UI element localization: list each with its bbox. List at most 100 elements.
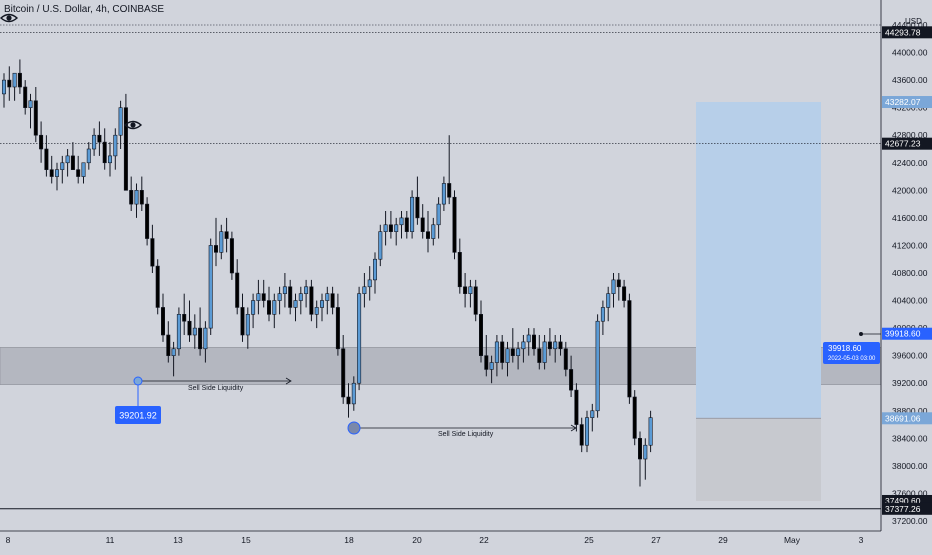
candle xyxy=(420,204,425,239)
price-axis-label: 43282.07 xyxy=(882,96,932,109)
candle-body-up xyxy=(606,293,611,308)
candle xyxy=(214,217,219,267)
candle xyxy=(362,273,367,308)
candle-body-down xyxy=(229,238,234,274)
candle-body-down xyxy=(330,293,335,308)
candle xyxy=(97,121,102,156)
candle-body-down xyxy=(261,293,266,301)
eye-outline xyxy=(123,120,143,130)
price-axis-label-bg xyxy=(882,412,932,425)
candle-body-down xyxy=(44,148,49,170)
time-tick-label: 13 xyxy=(173,535,183,545)
price-tick-label: 37600.00 xyxy=(892,488,928,498)
symbol-title[interactable]: Bitcoin / U.S. Dollar, 4h, COINBASE xyxy=(4,4,165,15)
sell-side-liquidity-label[interactable]: Sell Side Liquidity xyxy=(188,385,244,392)
candle-body-down xyxy=(7,79,12,88)
candle-body-down xyxy=(23,86,28,108)
candle xyxy=(155,259,160,315)
point-marker[interactable] xyxy=(133,376,143,386)
time-axis[interactable]: 8 11 13 15 18 20 22 25 27 29 May 3 xyxy=(0,530,881,545)
price-badge[interactable] xyxy=(115,406,161,424)
candle-body-down xyxy=(425,231,430,239)
candle-body-down xyxy=(569,369,574,391)
candle xyxy=(431,217,436,246)
price-axis[interactable]: 44400.0044000.0043600.0043200.0042800.00… xyxy=(880,0,932,550)
candle-body-down xyxy=(17,72,22,88)
candle-body-down xyxy=(447,183,452,198)
position-target-zone[interactable] xyxy=(696,102,821,419)
candle xyxy=(123,93,128,191)
candle-body-up xyxy=(86,148,91,164)
time-tick-label: 25 xyxy=(584,535,594,545)
candle-body-down xyxy=(129,190,134,205)
time-tick-label: 22 xyxy=(479,535,489,545)
candle xyxy=(134,183,139,218)
candle-body-up xyxy=(553,341,558,350)
eye-icon[interactable] xyxy=(0,13,19,23)
candle xyxy=(288,279,293,315)
candle-body-down xyxy=(123,107,128,191)
time-tick-label: 18 xyxy=(344,535,354,545)
arrow-head xyxy=(285,377,292,385)
candle xyxy=(463,273,468,308)
price-axis-label-bg xyxy=(882,26,932,39)
candle xyxy=(335,293,340,356)
candle-body-up xyxy=(293,300,298,308)
candle xyxy=(161,293,166,342)
candle-body-down xyxy=(463,286,468,294)
candle-body-up xyxy=(595,320,600,412)
candle xyxy=(314,300,319,329)
candle xyxy=(399,211,404,239)
price-axis-label: 38691.06 xyxy=(882,412,932,425)
candle-body-up xyxy=(256,293,261,301)
candle-body-down xyxy=(420,217,425,232)
position-stop-zone[interactable] xyxy=(696,418,821,501)
candle xyxy=(643,438,648,480)
candle-body-down xyxy=(622,286,627,301)
candle xyxy=(325,286,330,315)
candle-body-up xyxy=(92,134,97,150)
candle-body-up xyxy=(203,327,208,350)
point-marker[interactable] xyxy=(347,421,361,435)
candle xyxy=(531,328,536,356)
candle-body-up xyxy=(372,258,377,281)
candle-body-down xyxy=(473,286,478,315)
candle xyxy=(622,279,627,308)
sell-side-liquidity-label[interactable]: Sell Side Liquidity xyxy=(438,431,494,438)
candle xyxy=(304,279,309,308)
candle xyxy=(251,293,256,329)
candle-body-down xyxy=(49,169,54,177)
price-tick-label: 42400.00 xyxy=(892,158,928,168)
position-pointer-dot[interactable] xyxy=(859,332,863,336)
candle xyxy=(563,341,568,377)
candle xyxy=(415,176,420,225)
candle xyxy=(351,376,356,411)
price-tick-label: 42800.00 xyxy=(892,130,928,140)
candle xyxy=(590,403,595,432)
position-tooltip-time: 2022-05-03 03:00 xyxy=(828,356,876,362)
candle xyxy=(330,286,335,315)
candle xyxy=(70,142,75,170)
candle xyxy=(7,66,12,101)
price-tick-label: 38000.00 xyxy=(892,461,928,471)
eye-icon[interactable] xyxy=(123,120,143,130)
candle-body-up xyxy=(245,314,250,336)
time-tick-label: 27 xyxy=(651,535,661,545)
price-axis-label-text: 43282.07 xyxy=(885,97,921,107)
candle-body-down xyxy=(97,134,102,143)
candle xyxy=(261,279,266,308)
candle xyxy=(569,355,574,397)
candle-body-up xyxy=(319,300,324,308)
candle xyxy=(166,321,171,363)
candle-body-up xyxy=(378,231,383,260)
time-tick-label: 3 xyxy=(859,535,864,545)
candle xyxy=(54,162,59,191)
candle xyxy=(489,355,494,384)
candle-body-up xyxy=(304,286,309,294)
candle-body-down xyxy=(309,286,314,315)
candle xyxy=(49,155,54,184)
candle xyxy=(208,238,213,335)
candle-body-up xyxy=(176,314,181,350)
